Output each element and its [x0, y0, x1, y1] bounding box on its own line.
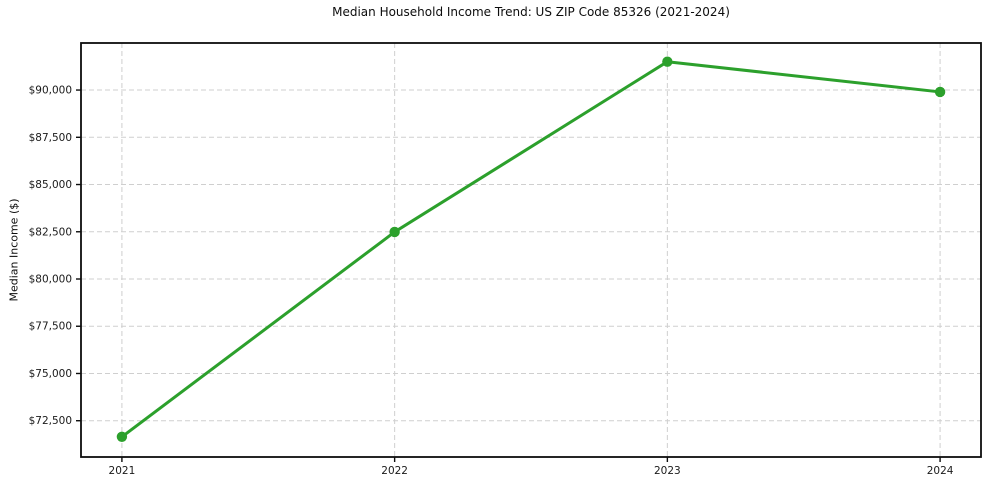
- x-tick-label: 2022: [381, 465, 408, 477]
- y-tick-label: $85,000: [29, 179, 72, 191]
- y-tick-label: $82,500: [29, 226, 72, 238]
- data-point-2022: [389, 226, 400, 238]
- y-tick-label: $80,000: [29, 274, 72, 286]
- y-tick-label: $72,500: [29, 415, 72, 427]
- y-tick-label: $75,000: [29, 368, 72, 380]
- y-tick-label: $77,500: [29, 321, 72, 333]
- chart-title: Median Household Income Trend: US ZIP Co…: [332, 5, 730, 19]
- data-point-2021: [116, 431, 128, 442]
- plot-border: [80, 42, 982, 458]
- y-tick-label: $90,000: [29, 85, 72, 97]
- data-point-2024: [934, 86, 946, 98]
- data-point-2023: [662, 56, 673, 67]
- income-trend-line: [120, 60, 942, 439]
- x-tick-label: 2024: [927, 465, 954, 477]
- y-tick-label: $87,500: [29, 132, 72, 144]
- x-tick-label: 2023: [654, 465, 681, 477]
- x-tick-label: 2021: [109, 465, 136, 477]
